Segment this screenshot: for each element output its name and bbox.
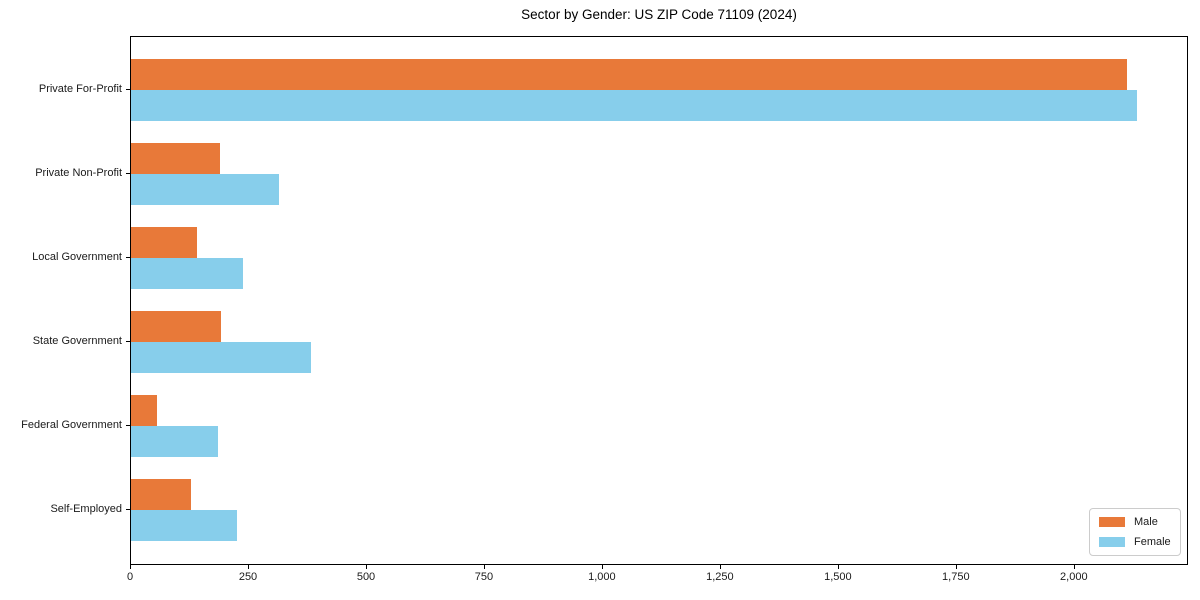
bar-male-4 [131, 395, 157, 426]
xtick-mark [719, 565, 721, 569]
legend: Male Female [1089, 508, 1181, 556]
xtick-label-8: 2,000 [1060, 571, 1088, 583]
xtick-label-7: 1,750 [942, 571, 970, 583]
bar-male-3 [131, 311, 222, 342]
xtick-mark [248, 565, 249, 569]
bar-male-0 [131, 59, 1127, 90]
ytick-label-2: Local Government [32, 251, 122, 263]
xtick-label-1: 250 [238, 571, 258, 583]
bar-male-2 [131, 227, 198, 258]
xtick-mark [601, 565, 603, 569]
xtick-label-3: 750 [474, 571, 494, 583]
ytick-label-1: Private Non-Profit [35, 167, 122, 179]
xtick-label-6: 1,500 [824, 571, 852, 583]
bar-female-5 [131, 510, 238, 541]
ytick-mark [126, 89, 130, 90]
bar-female-4 [131, 426, 218, 457]
xtick-mark [483, 565, 485, 569]
xtick-mark [1073, 565, 1075, 569]
legend-swatch-male [1099, 517, 1125, 527]
xtick-label-0: 0 [126, 571, 134, 583]
xtick-mark [837, 565, 839, 569]
ytick-mark [126, 425, 130, 426]
ytick-mark [126, 509, 130, 510]
xtick-label-4: 1,000 [588, 571, 616, 583]
legend-swatch-female [1099, 537, 1125, 547]
bar-female-2 [131, 258, 243, 289]
bar-male-5 [131, 479, 191, 510]
legend-label-female: Female [1134, 536, 1171, 548]
bar-female-1 [131, 174, 280, 205]
plot-area [130, 36, 1188, 565]
legend-entry-female: Female [1099, 536, 1171, 548]
ytick-label-0: Private For-Profit [38, 83, 122, 95]
bar-female-0 [131, 90, 1137, 121]
ytick-label-4: Federal Government [21, 419, 122, 431]
xtick-mark [955, 565, 957, 569]
ytick-mark [126, 341, 130, 342]
ytick-label-3: State Government [32, 335, 122, 347]
ytick-mark [126, 257, 130, 258]
xtick-label-5: 1,250 [706, 571, 734, 583]
xtick-mark [130, 565, 131, 569]
xtick-label-2: 500 [356, 571, 376, 583]
bar-female-3 [131, 342, 311, 373]
bar-male-1 [131, 143, 221, 174]
chart-title: Sector by Gender: US ZIP Code 71109 (202… [521, 7, 797, 22]
legend-entry-male: Male [1099, 516, 1171, 528]
legend-label-male: Male [1134, 516, 1158, 528]
ytick-label-5: Self-Employed [50, 503, 122, 515]
ytick-mark [126, 173, 130, 174]
xtick-mark [366, 565, 367, 569]
